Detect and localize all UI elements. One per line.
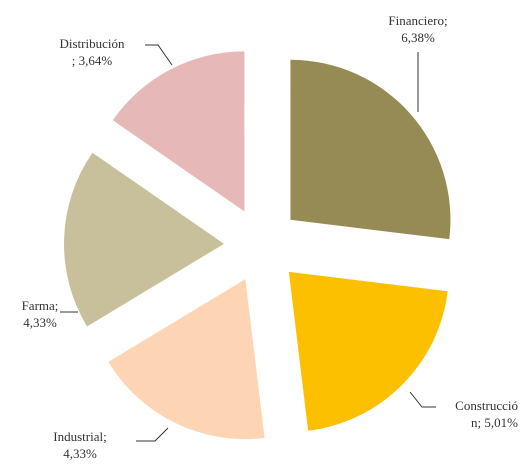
data-label: 6,38%: [401, 30, 435, 45]
data-label: n; 5,01%: [471, 415, 518, 430]
pie-slice: [112, 51, 245, 212]
data-label: ; 3,64%: [72, 53, 113, 68]
data-label: Financiero;: [388, 13, 447, 28]
data-label: 4,33%: [23, 315, 57, 330]
data-label: Farma;: [22, 298, 59, 313]
data-label: Industrial;: [53, 429, 106, 444]
pie-slice: [64, 152, 225, 327]
data-label: Construcció: [455, 398, 518, 413]
pie-slice: [108, 279, 265, 440]
data-label: Distribución: [60, 36, 125, 51]
data-label: 4,33%: [63, 446, 97, 461]
leader-line: [136, 427, 169, 442]
leader-line: [145, 44, 173, 66]
pie-slice: [290, 59, 451, 240]
leader-line: [409, 391, 436, 408]
pie-slice: [288, 271, 448, 431]
